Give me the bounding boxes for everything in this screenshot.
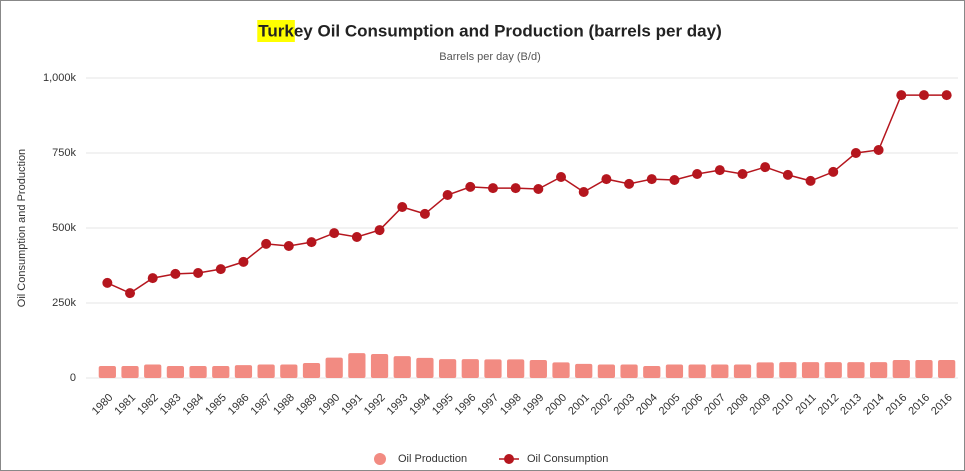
- point: [170, 268, 181, 279]
- bar: [212, 366, 230, 378]
- y-tick-label: 1,000k: [43, 72, 77, 84]
- legend-marker: [374, 453, 386, 465]
- point: [692, 169, 703, 179]
- point: [782, 169, 793, 180]
- point: [646, 174, 657, 185]
- bar: [280, 364, 298, 378]
- bar: [915, 360, 933, 378]
- y-axis-label: Oil Consumption and Production: [16, 149, 28, 307]
- bar: [847, 362, 865, 378]
- point: [374, 225, 385, 236]
- bar: [665, 364, 684, 378]
- bar: [189, 366, 207, 378]
- bar: [756, 362, 774, 378]
- point: [351, 232, 362, 242]
- point: [669, 175, 680, 185]
- bar: [938, 360, 956, 378]
- bar: [597, 364, 616, 378]
- point: [714, 165, 725, 176]
- title-highlight: [257, 20, 295, 42]
- point: [850, 148, 861, 158]
- point: [805, 175, 816, 186]
- y-tick-label: 750k: [52, 147, 76, 159]
- bar: [348, 353, 366, 378]
- bar: [779, 362, 797, 378]
- bar: [575, 363, 593, 378]
- bar: [461, 359, 479, 378]
- bar: [370, 354, 389, 378]
- point: [215, 264, 226, 275]
- bar: [484, 359, 502, 378]
- point: [918, 90, 929, 101]
- point: [261, 238, 272, 249]
- point: [465, 181, 476, 192]
- bar: [98, 366, 116, 378]
- bar: [733, 364, 752, 378]
- bar: [416, 357, 434, 378]
- point: [283, 241, 294, 251]
- bar: [824, 362, 842, 378]
- point: [329, 228, 340, 239]
- bar: [869, 362, 888, 378]
- point: [306, 237, 317, 248]
- legend-marker: [504, 454, 514, 464]
- point: [419, 208, 430, 219]
- point: [533, 184, 544, 194]
- bar: [892, 360, 910, 378]
- legend-label: Oil Consumption: [527, 453, 608, 465]
- bar: [643, 366, 661, 378]
- point: [601, 174, 612, 185]
- y-tick-label: 500k: [52, 222, 76, 234]
- point: [147, 273, 158, 284]
- bar: [552, 362, 570, 378]
- y-tick-label: 0: [70, 372, 76, 384]
- point: [941, 90, 952, 101]
- bar: [711, 364, 729, 378]
- point: [556, 172, 567, 182]
- bar: [234, 365, 253, 378]
- bar: [620, 364, 638, 378]
- bar: [688, 364, 706, 378]
- bar: [801, 362, 820, 378]
- point: [578, 187, 589, 197]
- point: [896, 90, 907, 101]
- bar: [529, 360, 547, 378]
- bar: [393, 356, 411, 378]
- chart-title: Turkey Oil Consumption and Production (b…: [258, 21, 721, 40]
- point: [624, 178, 635, 189]
- bar: [121, 366, 139, 378]
- bar: [144, 364, 162, 378]
- point: [487, 183, 498, 194]
- bar: [166, 366, 185, 378]
- chart-subtitle: Barrels per day (B/d): [439, 51, 540, 63]
- bar: [325, 357, 343, 378]
- point: [125, 288, 136, 299]
- point: [442, 190, 453, 200]
- bar: [257, 364, 275, 378]
- bar: [507, 359, 525, 378]
- y-tick-label: 250k: [52, 297, 76, 309]
- point: [193, 268, 204, 278]
- point: [873, 145, 884, 155]
- point: [828, 166, 839, 177]
- legend-label: Oil Production: [398, 453, 467, 465]
- point: [510, 183, 521, 194]
- point: [737, 169, 748, 179]
- bar: [302, 363, 321, 378]
- bar: [438, 359, 457, 378]
- point: [238, 256, 249, 267]
- point: [760, 162, 771, 173]
- point: [397, 202, 408, 212]
- point: [102, 277, 113, 288]
